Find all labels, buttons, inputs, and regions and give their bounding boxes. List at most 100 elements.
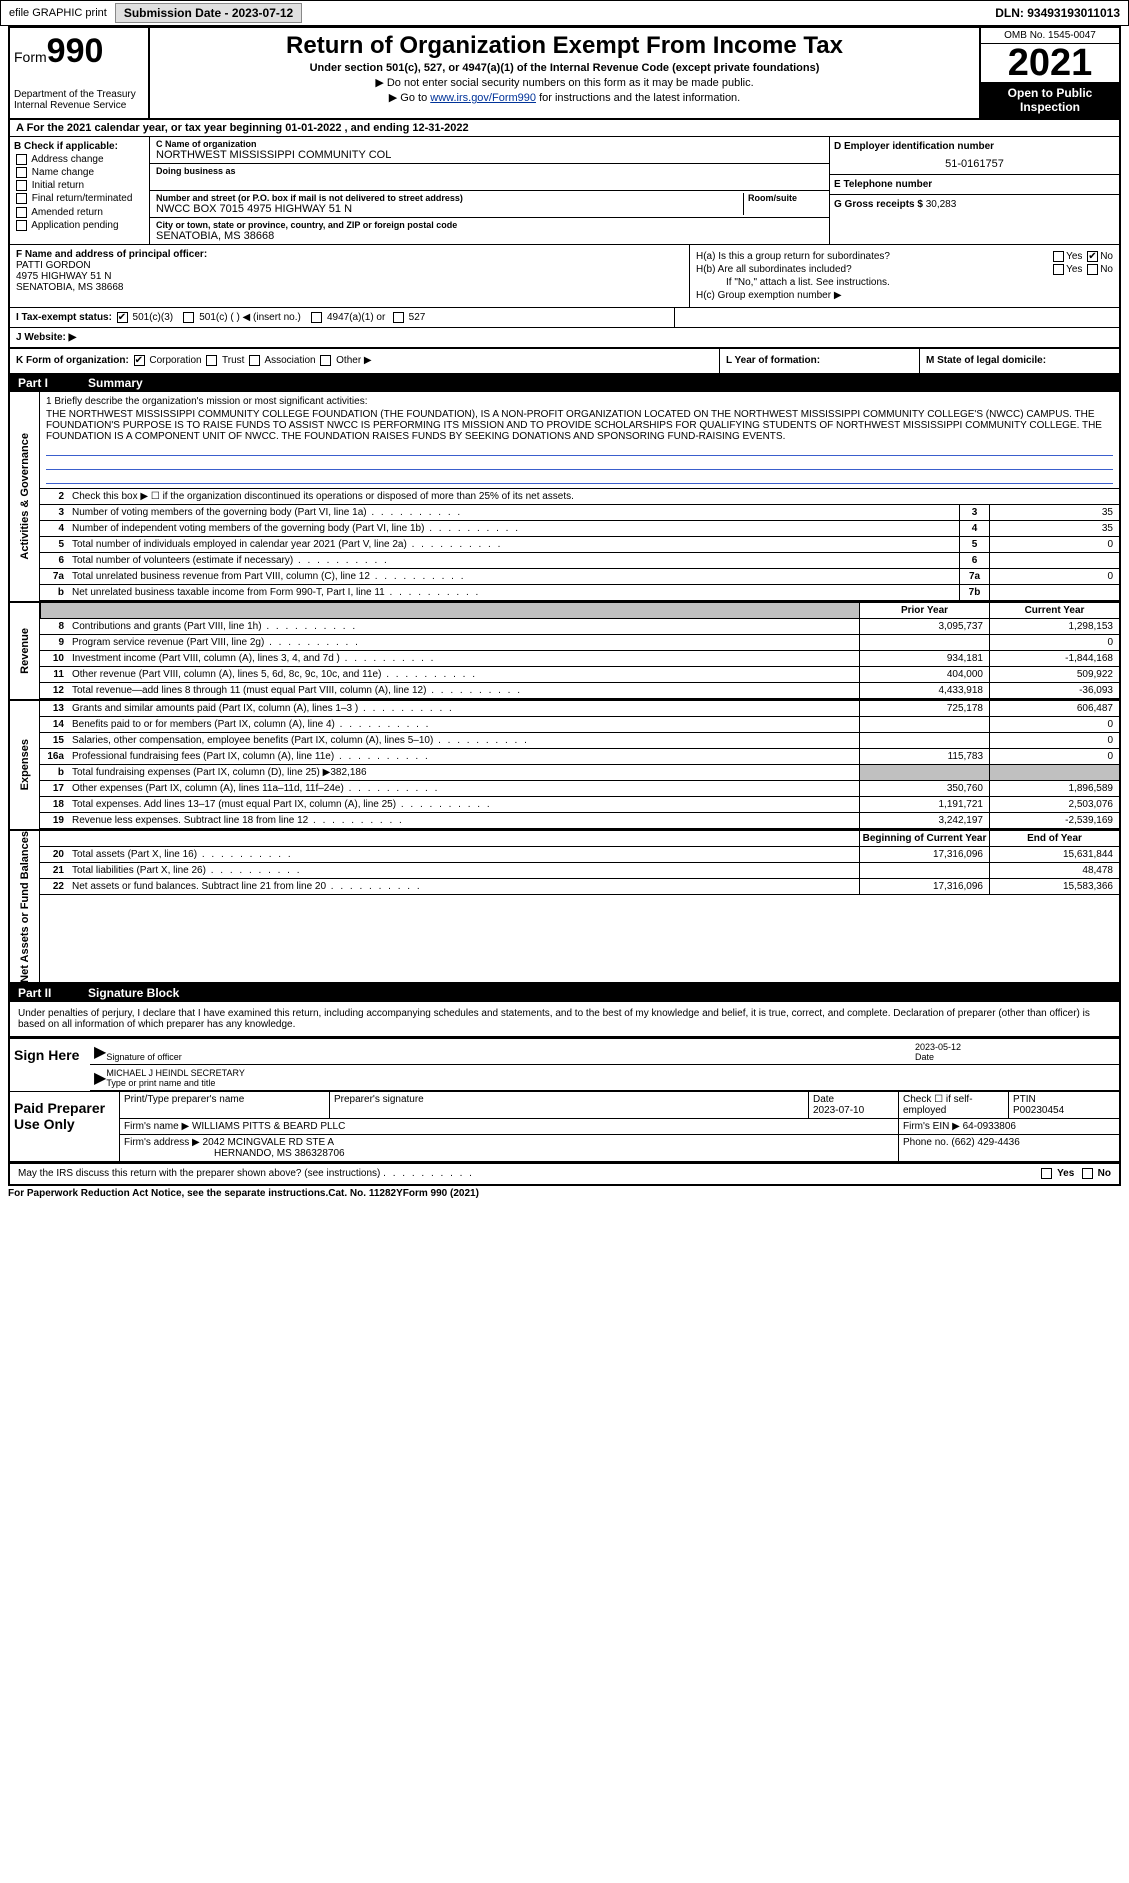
k-other-check[interactable] [320,355,331,366]
i-label: I Tax-exempt status: [16,312,112,323]
part1-header: Part I Summary [10,374,1119,392]
b-opt-initial[interactable]: Initial return [14,180,145,191]
prior-year-hdr: Prior Year [859,603,989,618]
i-501c3-check[interactable] [117,312,128,323]
cat-number: Cat. No. 11282Y [328,1188,402,1199]
mission-question: 1 Briefly describe the organization's mi… [46,396,1113,407]
top-bar: efile GRAPHIC print Submission Date - 20… [0,0,1129,26]
ag-vlabel: Activities & Governance [19,433,31,560]
sign-here-label: Sign Here [10,1039,90,1091]
ein-value: 51-0161757 [834,158,1115,170]
submission-date-button[interactable]: Submission Date - 2023-07-12 [115,3,302,23]
summary-line: 6Total number of volunteers (estimate if… [40,553,1119,569]
officer-addr2: SENATOBIA, MS 38668 [16,282,123,293]
room-label: Room/suite [748,193,823,203]
b-opt-final[interactable]: Final return/terminated [14,193,145,204]
c-name-label: C Name of organization [156,139,823,149]
addr-label: Number and street (or P.O. box if mail i… [156,193,743,203]
g-label: G Gross receipts $ [834,199,923,210]
firm-name: WILLIAMS PITTS & BEARD PLLC [192,1121,345,1132]
end-year-hdr: End of Year [989,831,1119,846]
b-opt-name[interactable]: Name change [14,167,145,178]
sub3-post: for instructions and the latest informat… [536,92,740,104]
preparer-title: Paid Preparer Use Only [10,1092,120,1161]
i-4947-check[interactable] [311,312,322,323]
k-label: K Form of organization: [16,356,129,367]
subtitle-1: Under section 501(c), 527, or 4947(a)(1)… [158,62,971,74]
irs-link[interactable]: www.irs.gov/Form990 [430,92,536,104]
section-h: H(a) Is this a group return for subordin… [689,245,1119,307]
dln-label: DLN: 93493193011013 [995,6,1120,20]
b-opt-pending[interactable]: Application pending [14,220,145,231]
i-527-check[interactable] [393,312,404,323]
discuss-row: May the IRS discuss this return with the… [10,1163,1119,1183]
k-assoc-check[interactable] [249,355,260,366]
section-k: K Form of organization: Corporation Trus… [10,349,719,372]
section-d: D Employer identification number 51-0161… [830,137,1119,175]
section-e: E Telephone number [830,175,1119,195]
arrow-icon: ▶ [94,1068,106,1088]
rev-col-headers: Prior Year Current Year [40,603,1119,619]
prep-name-hdr: Print/Type preparer's name [120,1092,330,1118]
i-501c-check[interactable] [183,312,194,323]
mission-block: 1 Briefly describe the organization's mi… [40,392,1119,489]
fh-section: F Name and address of principal officer:… [10,245,1119,308]
bottom-footer: For Paperwork Reduction Act Notice, see … [0,1186,1129,1201]
summary-line: 2Check this box ▶ ☐ if the organization … [40,489,1119,505]
i-section: I Tax-exempt status: 501(c)(3) 501(c) ( … [10,308,1119,328]
subtitle-2: ▶ Do not enter social security numbers o… [158,76,971,89]
summary-line: 5Total number of individuals employed in… [40,537,1119,553]
dba-label: Doing business as [156,166,823,176]
gross-receipts: 30,283 [926,199,957,210]
summary-line: 13Grants and similar amounts paid (Part … [40,701,1119,717]
summary-line: 10Investment income (Part VIII, column (… [40,651,1119,667]
summary-line: 8Contributions and grants (Part VIII, li… [40,619,1119,635]
current-year-hdr: Current Year [989,603,1119,618]
header-mid: Return of Organization Exempt From Incom… [150,28,979,118]
discuss-yes-check[interactable] [1041,1168,1052,1179]
b-opt-address[interactable]: Address change [14,154,145,165]
sign-here-block: Sign Here ▶ Signature of officer 2023-05… [10,1038,1119,1091]
sig-date-label: Date [915,1052,934,1062]
section-b: B Check if applicable: Address change Na… [10,137,150,244]
hc-label: H(c) Group exemption number ▶ [696,290,842,301]
efile-label: efile GRAPHIC print [9,7,107,19]
begin-year-hdr: Beginning of Current Year [859,831,989,846]
discuss-no-check[interactable] [1082,1168,1093,1179]
b-title: B Check if applicable: [14,141,145,152]
org-name: NORTHWEST MISSISSIPPI COMMUNITY COL [156,149,823,161]
info-section: B Check if applicable: Address change Na… [10,137,1119,245]
part2-num: Part II [18,986,88,1000]
rev-vlabel: Revenue [19,628,31,674]
section-f: F Name and address of principal officer:… [10,245,689,307]
part2-title: Signature Block [88,986,179,1000]
summary-line: 16aProfessional fundraising fees (Part I… [40,749,1119,765]
k-trust-check[interactable] [206,355,217,366]
ha-question: H(a) Is this a group return for subordin… [696,251,890,262]
summary-line: 7aTotal unrelated business revenue from … [40,569,1119,585]
section-de: D Employer identification number 51-0161… [829,137,1119,244]
prep-date: 2023-07-10 [813,1105,864,1116]
activities-governance: Activities & Governance 1 Briefly descri… [10,392,1119,603]
ptin-hdr: PTIN [1013,1094,1036,1105]
hb-note: If "No," attach a list. See instructions… [726,277,890,288]
nab-col-headers: Beginning of Current Year End of Year [40,831,1119,847]
summary-line: 12Total revenue—add lines 8 through 11 (… [40,683,1119,699]
b-opt-amended[interactable]: Amended return [14,207,145,218]
header-left: Form990 Department of the Treasury Inter… [10,28,150,118]
summary-line: bTotal fundraising expenses (Part IX, co… [40,765,1119,781]
klm-section: K Form of organization: Corporation Trus… [10,349,1119,373]
preparer-block: Paid Preparer Use Only Print/Type prepar… [10,1091,1119,1163]
tax-year-line: A For the 2021 calendar year, or tax yea… [10,120,1119,137]
part1-num: Part I [18,376,88,390]
revenue-section: Revenue Prior Year Current Year 8Contrib… [10,603,1119,701]
firm-addr-label: Firm's address ▶ [124,1137,200,1148]
form-footer-label: Form 990 (2021) [403,1188,479,1199]
expenses-section: Expenses 13Grants and similar amounts pa… [10,701,1119,831]
k-corp-check[interactable] [134,355,145,366]
j-section: J Website: ▶ [10,328,1119,349]
ptin-value: P00230454 [1013,1105,1064,1116]
officer-print-name: MICHAEL J HEINDL SECRETARY [106,1068,245,1078]
city-label: City or town, state or province, country… [156,220,823,230]
summary-line: 11Other revenue (Part VIII, column (A), … [40,667,1119,683]
